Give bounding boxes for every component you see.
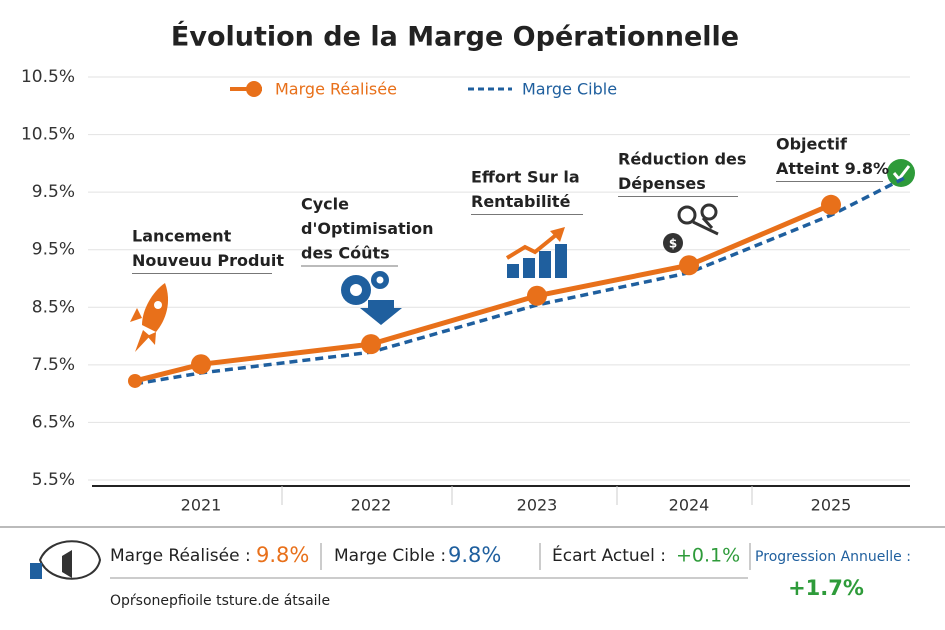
data-point (128, 373, 142, 388)
footer-value: 9.8% (448, 543, 501, 567)
annotation: Cycle (301, 195, 349, 214)
gear-icon (341, 271, 402, 325)
footer-value: +0.1% (676, 545, 740, 567)
data-point (191, 354, 211, 375)
x-tick-label: 2024 (669, 496, 710, 515)
y-tick-label: 8.5% (32, 297, 75, 317)
annotation: Réduction des (618, 150, 746, 169)
annotation: Rentabilité (471, 192, 571, 211)
annotation: Objectif (776, 135, 848, 154)
grid (88, 76, 910, 481)
annotation: Nouveuu Produit (132, 251, 284, 270)
y-tick-label: 9.5% (32, 240, 75, 260)
annotation: Dépenses (618, 174, 706, 193)
y-tick-label: 7.5% (32, 355, 75, 375)
footer-note: Opŕsonepfioile tsture.de átsaile (110, 593, 330, 609)
footer-value: +1.7% (788, 576, 864, 600)
data-point (821, 194, 841, 215)
legend-label: Marge Réalisée (275, 80, 397, 99)
annotation: Effort Sur la (471, 168, 580, 187)
scissors-icon: $ (663, 203, 719, 253)
footer-icon (30, 540, 102, 580)
data-point (361, 334, 381, 355)
bar-chart-icon (505, 227, 567, 278)
legend-label: Marge Cible (522, 80, 617, 99)
annotation: des Cóûts (301, 244, 390, 263)
legend-swatch (246, 81, 262, 97)
series-line (134, 202, 832, 384)
footer-label: Marge Cible : (334, 546, 446, 566)
x-separators (281, 486, 753, 505)
annotation: Atteint 9.8% (776, 159, 889, 178)
annotation: d'Optimisation (301, 219, 434, 238)
footer-label: Écart Actuel : (552, 544, 666, 566)
rocket-icon (130, 283, 169, 352)
footer-value: 9.8% (256, 543, 309, 567)
data-point (527, 285, 547, 306)
chart-title: Évolution de la Marge Opérationnelle (171, 21, 739, 53)
x-tick-label: 2021 (181, 496, 222, 515)
dollar-sign: $ (669, 237, 677, 251)
y-tick-label: 6.5% (32, 412, 75, 432)
y-tick-label: 5.5% (32, 470, 75, 490)
x-tick-label: 2025 (811, 496, 852, 515)
x-tick-label: 2023 (517, 496, 558, 515)
y-tick-label: 9.5% (32, 182, 75, 202)
footer-label: Marge Réalisée : (110, 546, 251, 566)
y-tick-label: 10.5% (21, 125, 75, 145)
annotation: Lancement (132, 227, 232, 246)
y-tick-label: 10.5% (21, 67, 75, 87)
x-tick-label: 2022 (351, 496, 392, 515)
data-point (679, 255, 699, 276)
footer-label: Progression Annuelle : (755, 549, 911, 565)
